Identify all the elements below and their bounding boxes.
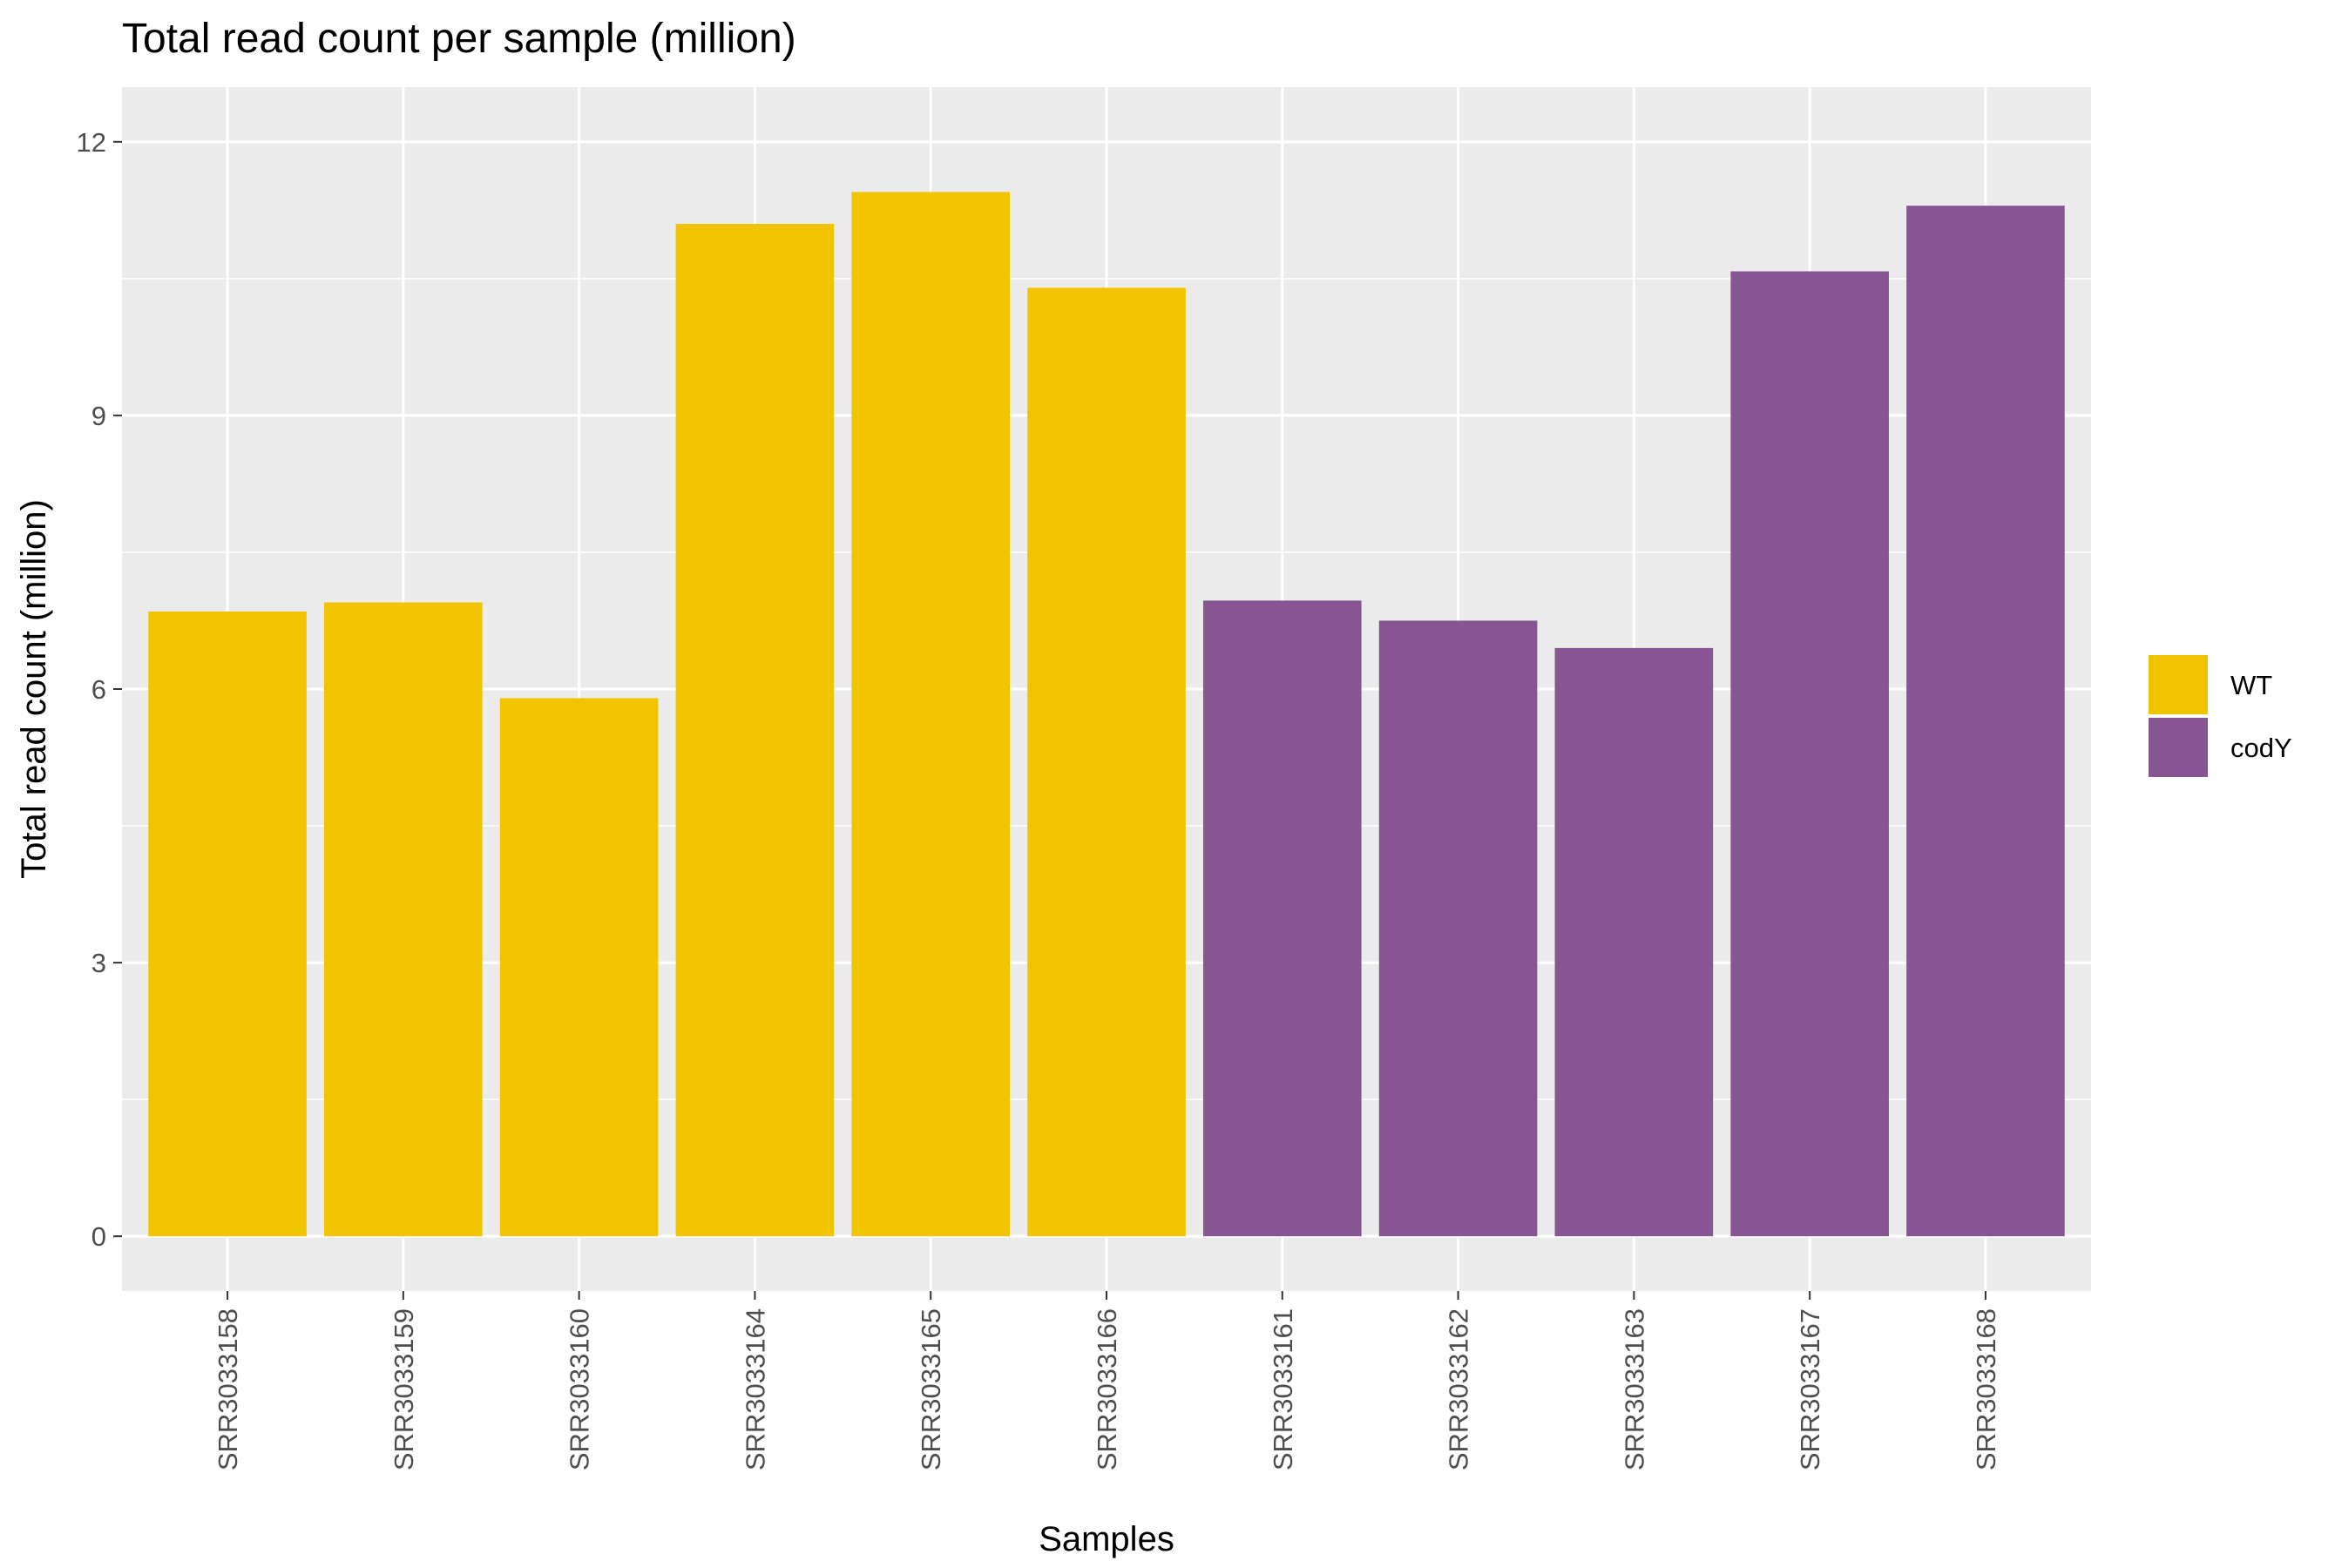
y-tick-label: 6 — [91, 674, 106, 705]
x-tick-label: SRR3033168 — [1971, 1308, 2001, 1470]
bar — [1202, 600, 1362, 1237]
x-tick-label: SRR3033167 — [1795, 1308, 1825, 1470]
bar — [1730, 271, 1889, 1237]
legend-key — [2149, 718, 2208, 777]
bars — [148, 192, 2065, 1237]
bar — [499, 698, 659, 1237]
x-tick-label: SRR3033162 — [1444, 1308, 1474, 1470]
legend-key — [2149, 655, 2208, 714]
bar — [675, 224, 835, 1237]
y-axis: 0 3 6 9 12 — [77, 127, 122, 1252]
x-tick-label: SRR3033159 — [389, 1308, 419, 1470]
x-axis: SRR3033158 SRR3033159 SRR3033160 SRR3033164… — [213, 1291, 2001, 1470]
y-tick-label: 3 — [91, 948, 106, 978]
y-tick-label: 12 — [77, 127, 106, 158]
bar — [1027, 287, 1186, 1237]
y-axis-title: Total read count (million) — [15, 499, 53, 879]
bar — [324, 602, 483, 1237]
y-tick-label: 0 — [91, 1221, 106, 1252]
x-tick-label: SRR3033166 — [1092, 1308, 1122, 1470]
bar — [851, 192, 1011, 1237]
x-tick-label: SRR3033160 — [565, 1308, 595, 1470]
y-tick-label: 9 — [91, 401, 106, 431]
bar — [1906, 206, 2065, 1237]
legend: WT codY — [2149, 655, 2292, 777]
bar — [1554, 647, 1714, 1237]
x-tick-label: SRR3033164 — [740, 1308, 770, 1470]
legend-label: WT — [2230, 670, 2272, 700]
x-tick-label: SRR3033165 — [916, 1308, 946, 1470]
legend-label: codY — [2230, 733, 2292, 763]
x-tick-label: SRR3033163 — [1619, 1308, 1649, 1470]
x-tick-label: SRR3033158 — [213, 1308, 243, 1470]
x-axis-title: Samples — [1039, 1520, 1174, 1558]
chart-title: Total read count per sample (million) — [122, 16, 796, 62]
bar — [1378, 620, 1538, 1237]
x-tick-label: SRR3033161 — [1268, 1308, 1298, 1470]
bar — [148, 612, 307, 1237]
